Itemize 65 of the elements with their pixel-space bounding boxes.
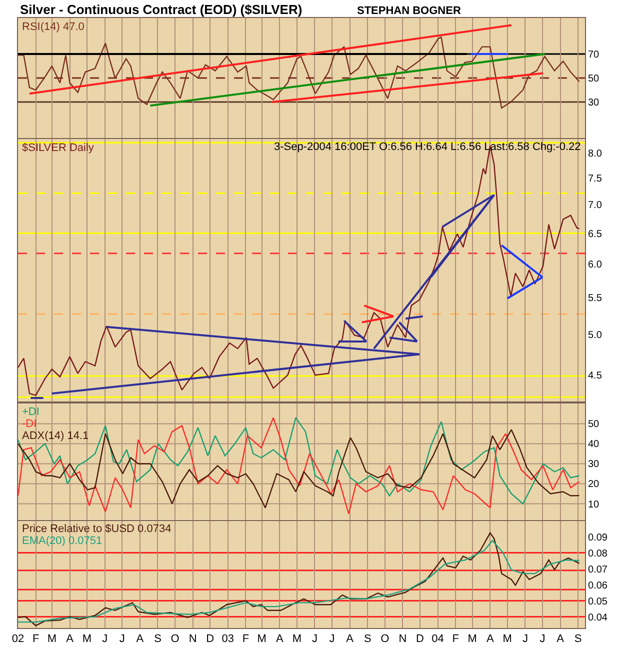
y-tick-label: 20 bbox=[588, 479, 600, 490]
x-tick-label: 04 bbox=[432, 633, 444, 646]
x-tick-label: O bbox=[380, 633, 390, 646]
y-tick-label: 10 bbox=[588, 499, 600, 510]
x-tick-label: N bbox=[188, 633, 197, 646]
y-tick-label: 0.04 bbox=[588, 612, 608, 624]
x-tick-label: J bbox=[119, 633, 125, 646]
x-tick-label: A bbox=[136, 633, 144, 646]
y-tick-label: 0.09 bbox=[588, 532, 608, 544]
x-tick-label: M bbox=[502, 633, 512, 646]
x-tick-label: F bbox=[452, 633, 460, 646]
y-tick-label: 7.5 bbox=[588, 174, 602, 185]
x-tick-label: A bbox=[556, 633, 565, 646]
x-tick-label: D bbox=[206, 633, 214, 646]
x-tick-label: N bbox=[398, 633, 407, 646]
y-tick-label: 4.5 bbox=[588, 370, 602, 382]
y-tick-label: 50 bbox=[588, 419, 600, 430]
x-tick-label: 03 bbox=[222, 633, 234, 646]
x-tick-label: M bbox=[468, 633, 477, 646]
x-tick-label: A bbox=[66, 633, 74, 646]
x-tick-label: M bbox=[292, 633, 302, 646]
y-tick-label: 6.0 bbox=[588, 260, 602, 271]
y-tick-label: 7.0 bbox=[588, 200, 602, 212]
y-tick-label: 0.08 bbox=[588, 548, 608, 560]
text: Price Relative to $USD 0.0734 bbox=[22, 523, 172, 535]
y-tick-label: 5.0 bbox=[588, 330, 602, 341]
x-tick-label: J bbox=[540, 633, 546, 646]
x-tick-label: S bbox=[154, 633, 162, 646]
x-tick-label: J bbox=[522, 633, 528, 646]
x-tick-label: J bbox=[329, 633, 335, 646]
x-tick-label: J bbox=[312, 633, 318, 646]
y-tick-label: 5.5 bbox=[588, 293, 602, 304]
chart-subtitle: STEPHAN BOGNER bbox=[357, 5, 461, 17]
x-tick-label: M bbox=[82, 633, 92, 646]
y-tick-label: 40 bbox=[588, 439, 600, 450]
y-tick-label: 30 bbox=[588, 98, 600, 109]
x-tick-label: O bbox=[170, 633, 180, 646]
y-tick-label: 6.5 bbox=[588, 228, 602, 240]
x-tick-label: M bbox=[47, 633, 57, 646]
annotation: 3-Sep-2004 16:00ET O:6.56 H:6.64 L:6.56 Last:6.58 Chg:-0.22 bbox=[274, 141, 581, 153]
text: RSI(14) 47.0 bbox=[22, 21, 84, 33]
y-tick-label: 0.05 bbox=[588, 596, 608, 608]
y-tick-label: 30 bbox=[588, 459, 600, 470]
y-tick-label: 50 bbox=[588, 74, 600, 85]
chart-title: Silver - Continuous Contract (EOD) ($SILVER) bbox=[20, 2, 302, 17]
x-tick-label: S bbox=[364, 633, 372, 646]
x-tick-label: 02 bbox=[12, 633, 24, 646]
y-tick-label: 70 bbox=[588, 50, 600, 61]
y-tick-label: 0.06 bbox=[588, 580, 608, 592]
y-tick-label: 8.0 bbox=[588, 148, 602, 160]
x-tick-label: M bbox=[257, 633, 266, 646]
series-label: -DI bbox=[22, 418, 37, 430]
x-tick-label: F bbox=[242, 633, 250, 646]
x-tick-label: D bbox=[416, 633, 424, 646]
x-tick-label: A bbox=[276, 633, 284, 646]
y-tick-label: 0.07 bbox=[588, 564, 608, 576]
x-tick-label: J bbox=[102, 633, 108, 646]
text: EMA(20) 0.0751 bbox=[22, 535, 102, 547]
x-tick-label: A bbox=[486, 633, 494, 646]
x-tick-label: S bbox=[574, 633, 582, 646]
series-label: ADX(14) 14.1 bbox=[22, 430, 89, 442]
text: $SILVER Daily bbox=[22, 142, 94, 154]
text: +DI bbox=[22, 406, 40, 418]
x-tick-label: F bbox=[32, 633, 40, 646]
x-tick-label: A bbox=[346, 633, 354, 646]
